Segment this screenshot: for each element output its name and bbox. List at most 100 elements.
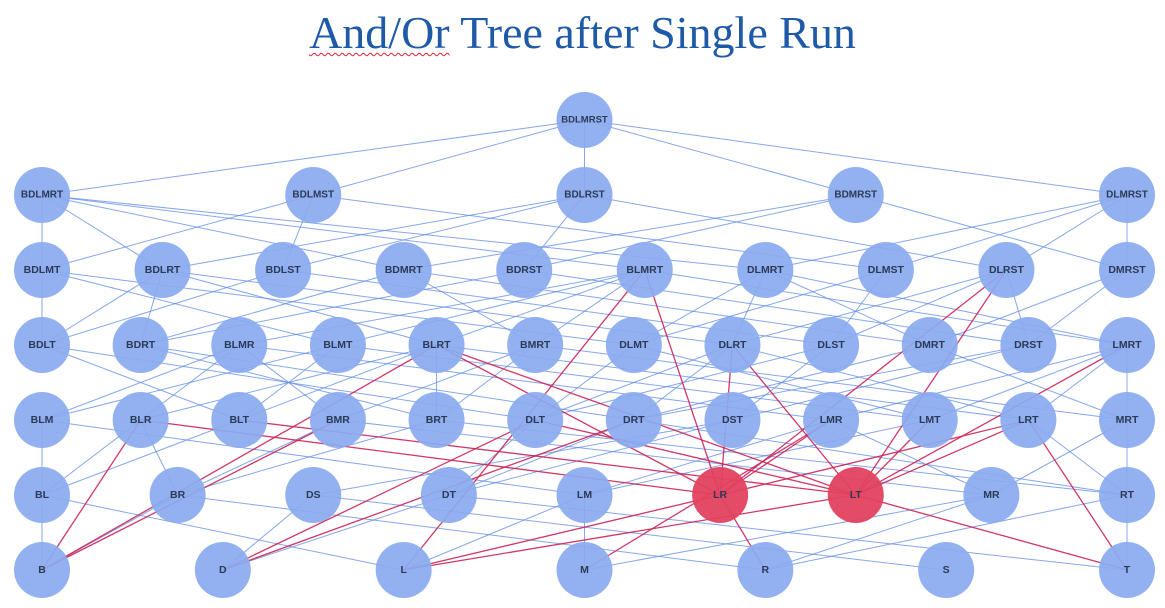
title-rest: Tree after Single Run [449, 7, 856, 58]
node-label: BDLMT [24, 264, 61, 276]
node-circle [14, 167, 70, 223]
node-circle [134, 242, 191, 298]
node-circle [14, 542, 70, 598]
node-circle [692, 467, 749, 523]
node-dt: DT [420, 467, 477, 523]
node-circle [901, 317, 958, 373]
node-brt: BRT [408, 392, 465, 448]
node-label: DLRT [718, 339, 747, 351]
edge-dlrst-dlrt [732, 269, 1007, 346]
node-dmrt: DMRT [901, 317, 958, 373]
edge-blrt-blt [239, 344, 437, 421]
highlighted-edge-blmrt-lr [644, 269, 721, 496]
edge-bdrst-bdrt [140, 269, 525, 346]
node-label: DLMRST [1106, 190, 1148, 201]
edge-bdlmrst-bdlmst [313, 119, 585, 196]
node-label: BDLMST [292, 190, 334, 201]
node-label: LM [577, 489, 592, 501]
edge-dlmrt-lmrt [765, 269, 1128, 346]
node-circle [803, 392, 860, 448]
node-circle [1099, 242, 1155, 298]
node-circle [255, 242, 312, 298]
edge-dlmst-dlmt [633, 269, 887, 346]
edge-mr-m [584, 494, 992, 571]
node-label: BMRT [520, 339, 551, 351]
edge-dmrst-dmrt [929, 269, 1128, 346]
node-label: DLMT [619, 339, 649, 351]
edge-bdlmrst-dlmrst [584, 119, 1128, 196]
node-circle [408, 392, 465, 448]
node-dmrst: DMRST [1099, 242, 1155, 298]
edge-dst-dt [448, 419, 733, 496]
node-dlmst: DLMST [857, 242, 914, 298]
highlighted-edge-blrt-lr [436, 344, 721, 496]
node-label: BMR [326, 414, 350, 426]
node-label: DT [442, 489, 457, 501]
highlighted-edge-lmrt-lt [855, 344, 1128, 496]
node-bdlmrst: BDLMRST [556, 92, 613, 148]
edge-bdlrst-bdlst [282, 194, 585, 271]
edge-dst-ds [313, 419, 733, 496]
node-circle [496, 242, 553, 298]
node-circle [1099, 542, 1155, 598]
highlighted-edge-dlrt-lt [731, 344, 857, 496]
node-ds: DS [285, 467, 342, 523]
node-br: BR [149, 467, 206, 523]
node-circle [605, 317, 662, 373]
node-dlt: DLT [507, 392, 564, 448]
node-label: BDLMRST [561, 115, 608, 126]
node-circle [737, 542, 794, 598]
edge-bl-l [41, 494, 404, 571]
node-label: S [943, 564, 950, 576]
node-label: BLM [31, 414, 54, 426]
node-circle [556, 92, 613, 148]
node-bdrt: BDRT [112, 317, 169, 373]
node-circle [963, 467, 1020, 523]
edge-bdlmrst-bdmrst [584, 119, 856, 196]
node-bmr: BMR [309, 392, 366, 448]
node-dlst: DLST [803, 317, 860, 373]
edge-bmrt-bmr [337, 344, 536, 421]
node-label: DLST [817, 339, 845, 351]
node-label: BLRT [423, 339, 452, 351]
edge-lmrt-lmt [929, 344, 1128, 421]
node-circle [14, 467, 70, 523]
node-blmrt: BLMRT [616, 242, 673, 298]
edge-mr-r [765, 494, 992, 571]
node-label: R [762, 564, 770, 576]
node-mrt: MRT [1099, 392, 1155, 448]
edge-blmrt-blmt [337, 269, 645, 346]
node-circle [1000, 317, 1057, 373]
highlighted-edge-lrt-lr [719, 419, 1029, 496]
node-d: D [194, 542, 251, 598]
node-label: BDRST [506, 264, 543, 276]
node-label: MR [983, 489, 1000, 501]
node-rt: RT [1099, 467, 1155, 523]
node-circle [737, 242, 794, 298]
node-lmt: LMT [901, 392, 958, 448]
node-label: DLT [525, 414, 545, 426]
node-circle [556, 167, 613, 223]
node-circle [1099, 392, 1155, 448]
edge-lmr-mr [830, 419, 992, 496]
node-label: BDLRT [145, 264, 181, 276]
node-label: LMR [820, 414, 843, 426]
node-circle [978, 242, 1035, 298]
node-label: DS [306, 489, 321, 501]
node-circle [616, 242, 673, 298]
edge-bdlst-bdlt [41, 269, 284, 346]
highlighted-edge-lr-l [403, 494, 721, 571]
node-lrt: LRT [1000, 392, 1057, 448]
edge-bdmrt-bdrt [140, 269, 404, 346]
node-label: DRT [623, 414, 645, 426]
node-lt: LT [827, 467, 884, 523]
node-label: RT [1120, 489, 1135, 501]
edge-br-r [177, 494, 766, 571]
node-circle [605, 392, 662, 448]
node-label: BLMR [224, 339, 255, 351]
node-lmr: LMR [803, 392, 860, 448]
highlighted-edge-dlt-d [222, 419, 536, 571]
node-dlmrt: DLMRT [737, 242, 794, 298]
node-blr: BLR [112, 392, 169, 448]
